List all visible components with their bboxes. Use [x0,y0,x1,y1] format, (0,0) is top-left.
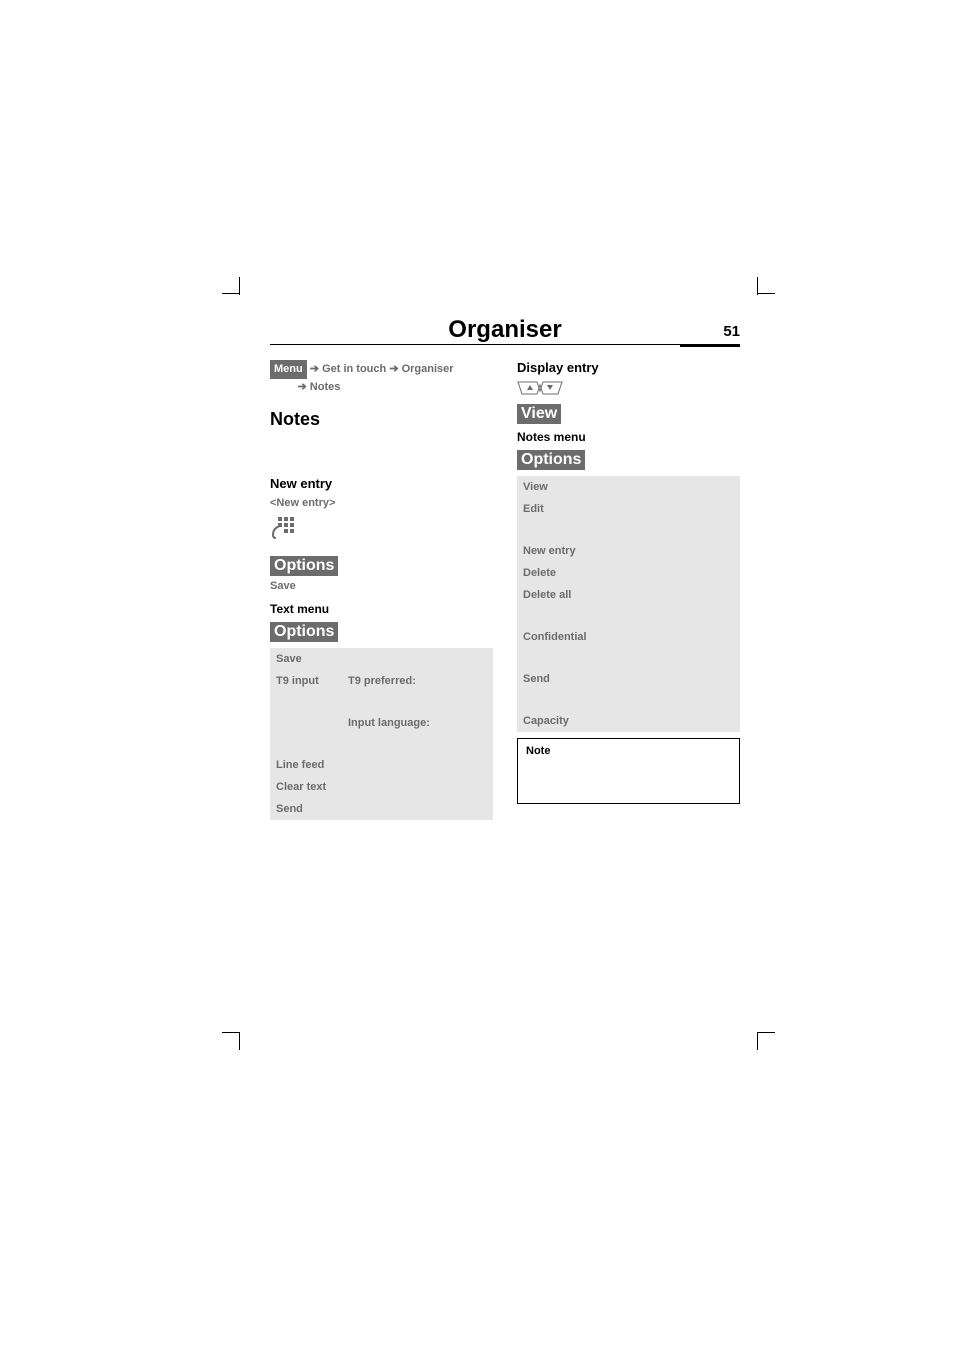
text-menu-table: Save T9 input T9 preferred: Input langua… [270,648,493,820]
note-box: Note [517,738,740,804]
crop-mark [239,277,240,295]
options-softkey: Options [270,556,338,576]
breadcrumb: Menu ➔ Get in touch ➔ Organiser ➔ Notes [270,360,493,395]
table-value: Input language: [342,712,493,734]
options-softkey: Options [517,450,585,470]
notes-heading: Notes [270,409,493,430]
table-row: Save [270,648,493,670]
new-entry-label: <New entry> [270,497,493,509]
table-spacer [517,648,740,668]
table-row: Confidential [517,626,740,648]
crop-mark [239,1032,240,1050]
arrow-icon: ➔ [389,363,398,375]
table-row: Line feed [270,754,493,776]
arrow-icon: ➔ [298,381,307,393]
table-spacer [517,690,740,710]
note-title: Note [526,745,731,757]
table-key [270,712,342,734]
right-column: Display entry View Notes menu Options Vi… [517,360,740,820]
table-row: View [517,476,740,498]
table-row: Clear text [270,776,493,798]
crop-mark [757,293,775,294]
table-row: Send [517,668,740,690]
table-row: Send [270,798,493,820]
table-spacer [342,734,493,754]
notes-menu-heading: Notes menu [517,430,740,444]
table-spacer [342,692,493,712]
table-spacer [517,520,740,540]
new-entry-heading: New entry [270,476,493,491]
save-label: Save [270,580,493,592]
breadcrumb-item: Notes [310,381,341,393]
page: Organiser 51 Menu ➔ Get in touch ➔ Organ… [270,310,740,1020]
table-row: Delete [517,562,740,584]
breadcrumb-item: Organiser [402,363,454,375]
page-header: Organiser 51 [270,310,740,344]
view-softkey: View [517,404,561,424]
columns: Menu ➔ Get in touch ➔ Organiser ➔ Notes … [270,360,740,820]
crop-mark [757,277,758,295]
crop-mark [222,1032,240,1033]
display-entry-heading: Display entry [517,360,740,375]
table-row: Delete all [517,584,740,606]
breadcrumb-item: Get in touch [322,363,386,375]
text-menu-heading: Text menu [270,602,493,616]
nav-key-icon [517,381,563,400]
table-row: Capacity [517,710,740,732]
table-key: T9 input [270,670,342,692]
table-value: T9 preferred: [342,670,493,692]
keypad-icon [270,517,493,548]
crop-mark [757,1032,775,1033]
table-spacer [270,734,342,754]
options-softkey: Options [270,622,338,642]
table-row: Edit [517,498,740,520]
page-title: Organiser [448,316,561,344]
crop-mark [222,293,240,294]
crop-mark [757,1032,758,1050]
left-column: Menu ➔ Get in touch ➔ Organiser ➔ Notes … [270,360,493,820]
table-row: New entry [517,540,740,562]
table-spacer [517,606,740,626]
page-number: 51 [723,323,740,340]
arrow-icon: ➔ [310,363,319,375]
header-rule [270,344,740,348]
table-spacer [270,692,342,712]
menu-softkey: Menu [270,360,307,379]
notes-menu-table: View Edit New entry Delete Delete all Co… [517,476,740,732]
